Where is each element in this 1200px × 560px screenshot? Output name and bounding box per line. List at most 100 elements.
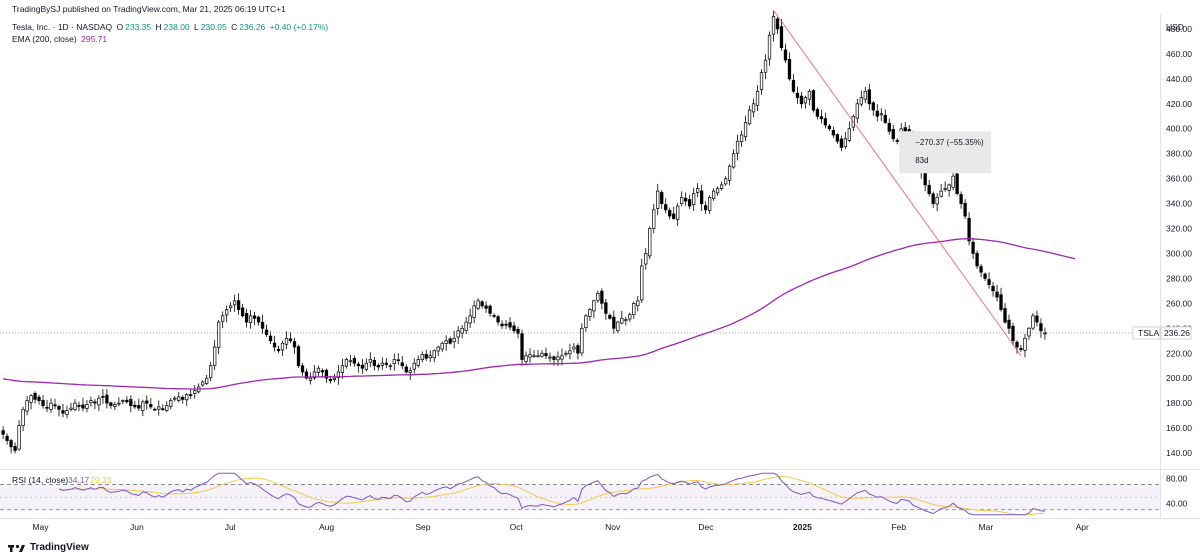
- candle-body: [404, 366, 408, 373]
- candle-body: [300, 365, 305, 373]
- candle-body: [276, 348, 281, 352]
- trend-line[interactable]: [773, 9, 1022, 357]
- price-tick-label: 200.00: [1166, 373, 1192, 383]
- measure-box-bg: [899, 131, 992, 174]
- time-tick-label: Apr: [1076, 522, 1089, 532]
- candle-body: [696, 188, 700, 193]
- candle-body: [81, 404, 85, 409]
- rsi-value: 34.17: [68, 475, 90, 485]
- candle-body: [93, 401, 97, 404]
- candle-body: [967, 217, 971, 242]
- candle-body: [747, 109, 752, 125]
- candle-body: [492, 315, 496, 317]
- candle-body: [73, 402, 77, 410]
- candle-body: [21, 409, 25, 426]
- candle-body: [983, 273, 987, 279]
- candle-body: [680, 196, 684, 205]
- candle-body: [476, 300, 480, 309]
- time-axis[interactable]: May Jun Jul Aug Sep Oct Nov Dec 2025 Feb Mar Apr: [32, 522, 1089, 532]
- candle-body: [436, 346, 440, 352]
- candle-body: [863, 90, 867, 100]
- candle-body: [412, 362, 416, 370]
- candle-body: [1027, 327, 1031, 337]
- candle-body: [719, 184, 724, 190]
- price-tick-label: 180.00: [1166, 398, 1192, 408]
- candle-body: [743, 122, 748, 138]
- candle-body: [340, 365, 345, 373]
- candle-body: [612, 316, 616, 329]
- candle-body: [672, 213, 676, 219]
- candle-body: [472, 305, 476, 318]
- candle-body: [532, 355, 536, 358]
- candle-body: [608, 315, 612, 319]
- candle-body: [572, 346, 576, 350]
- candle-body: [783, 49, 788, 61]
- ticker-label: TSLA: [1138, 328, 1160, 338]
- measure-duration: 83d: [915, 156, 928, 165]
- candle-body: [400, 362, 404, 367]
- candle-body: [827, 125, 832, 130]
- candle-body: [440, 342, 444, 350]
- candle-body: [771, 16, 776, 35]
- price-range-measure[interactable]: −270.37 (−55.35%) 83d: [899, 131, 992, 174]
- candle-body: [759, 72, 764, 90]
- price-axis[interactable]: 140.00160.00180.00200.00220.00240.00260.…: [1166, 24, 1192, 458]
- candle-body: [568, 350, 572, 355]
- candle-body: [843, 138, 847, 148]
- symbol-legend[interactable]: Tesla, Inc. · 1D · NASDAQ O 233.35 H 238.0…: [12, 22, 330, 32]
- rsi-tick-label: 40.00: [1166, 498, 1188, 508]
- candle-body: [807, 90, 812, 100]
- candle-body: [616, 321, 620, 332]
- candle-body: [133, 404, 137, 408]
- candle-body: [129, 399, 133, 406]
- candle-body: [17, 425, 21, 450]
- candle-body: [416, 359, 420, 366]
- candle-body: [185, 394, 189, 401]
- candle-body: [37, 396, 41, 401]
- candle-body: [767, 34, 772, 60]
- time-tick-label: Feb: [891, 522, 906, 532]
- candle-body: [731, 153, 736, 168]
- ohlc-close-label: C: [231, 22, 238, 32]
- candle-body: [117, 402, 121, 405]
- ohlc-low: 230.05: [200, 22, 227, 32]
- candle-body: [564, 352, 568, 355]
- brand-footer[interactable]: TradingView: [8, 542, 89, 553]
- candle-body: [464, 321, 468, 331]
- time-tick-label: Dec: [698, 522, 714, 532]
- candle-body: [488, 305, 492, 314]
- candle-body: [388, 365, 392, 368]
- candle-body: [5, 435, 9, 441]
- candle-body: [684, 197, 688, 202]
- rsi-ma-value: 29.33: [90, 475, 112, 485]
- price-tick-label: 400.00: [1166, 124, 1192, 134]
- ema-legend[interactable]: EMA (200, close) 295.71: [12, 34, 109, 44]
- price-tick-label: 340.00: [1166, 199, 1192, 209]
- candle-body: [368, 359, 372, 363]
- last-price-bg: [1160, 326, 1192, 340]
- candle-body: [456, 330, 460, 338]
- candle-body: [292, 341, 297, 348]
- candle-body: [775, 18, 780, 30]
- candle-body: [284, 337, 289, 345]
- candle-body: [324, 369, 329, 379]
- candle-body: [460, 327, 464, 334]
- candle-body: [1003, 308, 1007, 323]
- candle-body: [232, 300, 237, 306]
- candle-body: [883, 115, 887, 123]
- candle-body: [252, 315, 257, 319]
- candle-body: [228, 305, 233, 309]
- candle-body: [65, 410, 69, 415]
- price-tick-label: 360.00: [1166, 174, 1192, 184]
- rsi-axis[interactable]: 40.00 80.00: [1166, 473, 1188, 508]
- candle-body: [420, 354, 424, 360]
- candle-body: [799, 95, 804, 105]
- candle-body: [221, 315, 225, 322]
- candle-body: [632, 303, 636, 316]
- publisher-line: TradingBySJ published on TradingView.com…: [12, 4, 286, 14]
- candle-body: [113, 404, 117, 407]
- candle-body: [149, 404, 153, 408]
- candle-body: [831, 129, 836, 136]
- candle-body: [971, 241, 975, 254]
